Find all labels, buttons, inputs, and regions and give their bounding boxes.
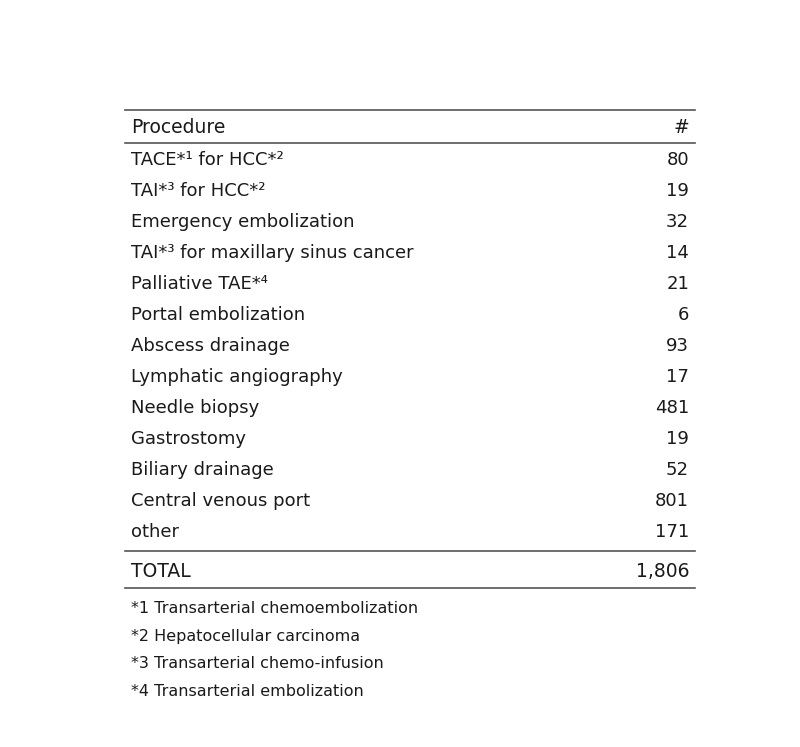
Text: 19: 19 [666,430,689,448]
Text: 19: 19 [666,182,689,199]
Text: Lymphatic angiography: Lymphatic angiography [131,368,342,386]
Text: 481: 481 [654,399,689,417]
Text: Gastrostomy: Gastrostomy [131,430,246,448]
Text: Abscess drainage: Abscess drainage [131,337,290,355]
Text: other: other [131,524,179,542]
Text: Emergency embolization: Emergency embolization [131,213,354,231]
Text: Portal embolization: Portal embolization [131,306,305,324]
Text: 1,806: 1,806 [635,562,689,580]
Text: 52: 52 [666,461,689,480]
Text: 14: 14 [666,244,689,261]
Text: *3 Transarterial chemo-infusion: *3 Transarterial chemo-infusion [131,656,384,671]
Text: 32: 32 [666,213,689,231]
Text: TOTAL: TOTAL [131,562,190,580]
Text: Procedure: Procedure [131,117,226,137]
Text: *2 Hepatocellular carcinoma: *2 Hepatocellular carcinoma [131,628,360,643]
Text: 17: 17 [666,368,689,386]
Text: *1 Transarterial chemoembolization: *1 Transarterial chemoembolization [131,601,418,616]
Text: Palliative TAE*⁴: Palliative TAE*⁴ [131,275,268,293]
Text: TAI*³ for HCC*²: TAI*³ for HCC*² [131,182,266,199]
Text: 6: 6 [678,306,689,324]
Text: 171: 171 [654,524,689,542]
Text: #: # [674,117,689,137]
Text: *4 Transarterial embolization: *4 Transarterial embolization [131,684,364,698]
Text: 93: 93 [666,337,689,355]
Text: Needle biopsy: Needle biopsy [131,399,259,417]
Text: TACE*¹ for HCC*²: TACE*¹ for HCC*² [131,151,284,169]
Text: 80: 80 [666,151,689,169]
Text: 21: 21 [666,275,689,293]
Text: Biliary drainage: Biliary drainage [131,461,274,480]
Text: 801: 801 [655,492,689,510]
Text: Central venous port: Central venous port [131,492,310,510]
Text: TAI*³ for maxillary sinus cancer: TAI*³ for maxillary sinus cancer [131,244,414,261]
